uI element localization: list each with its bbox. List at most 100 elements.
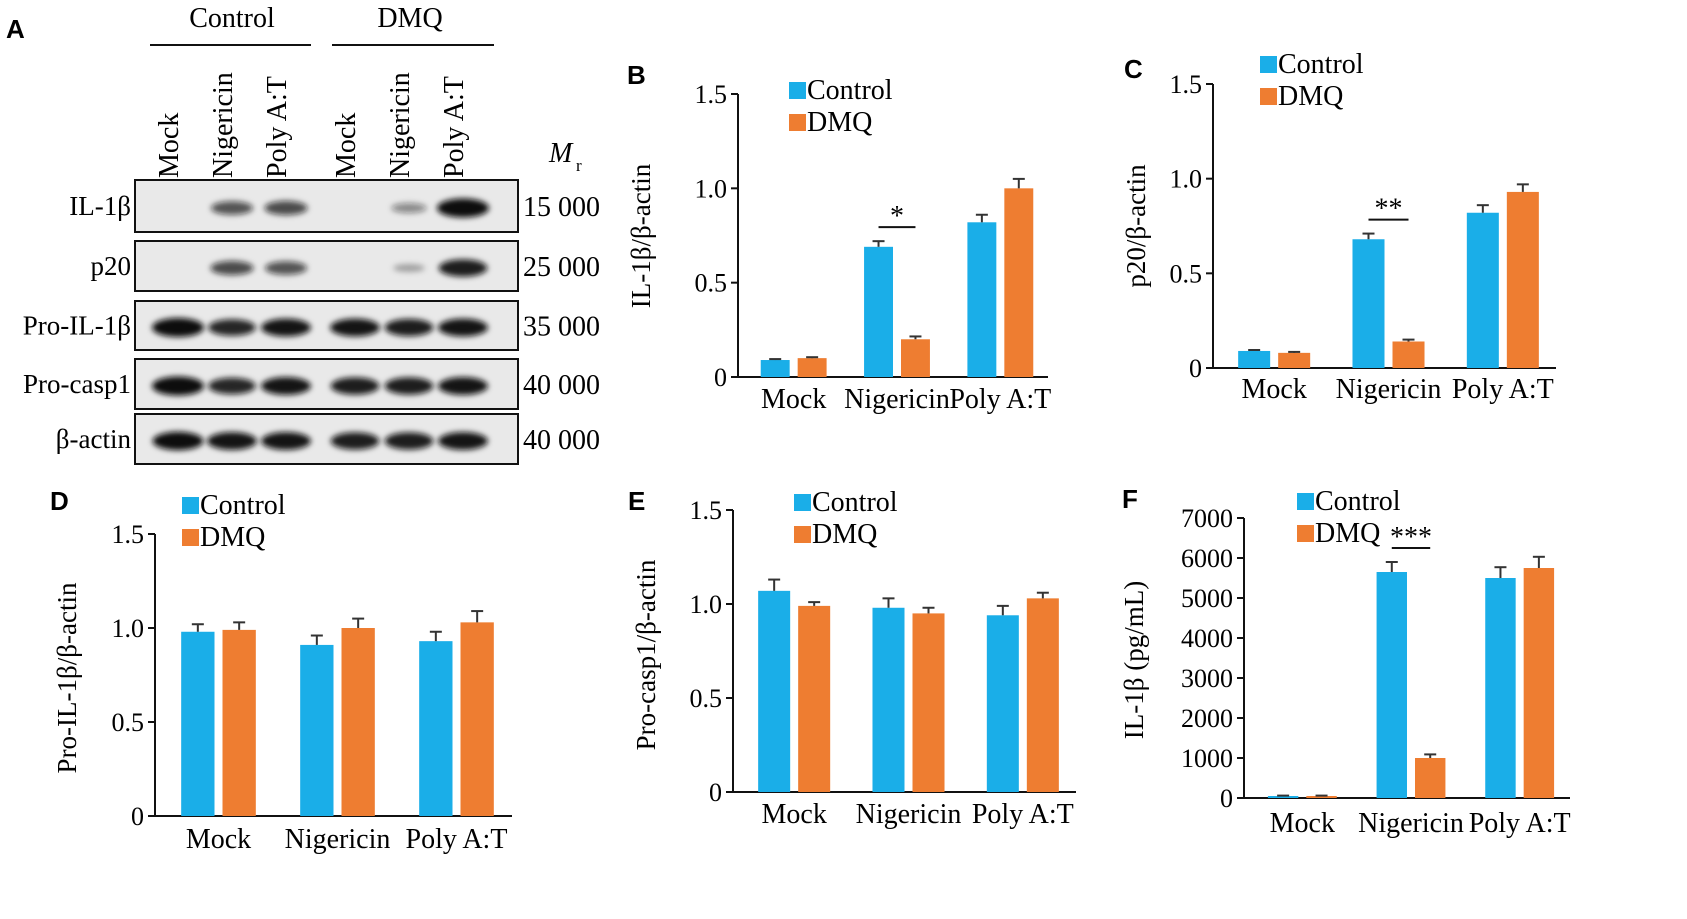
bar [872,607,905,792]
x-category-label: Nigericin [1358,808,1464,839]
blot-band [393,264,425,272]
blot-band [330,432,380,450]
blot-band [207,432,257,450]
blot-row-label: IL-1β [69,191,131,221]
legend-swatch [1260,56,1277,73]
y-tick-label: 0.5 [695,269,728,298]
bar [181,631,215,816]
x-category-label: Poly A:T [1469,808,1571,839]
bar [1485,578,1516,798]
blot-band [208,319,256,336]
bar [1352,239,1385,368]
blot-band [264,261,308,275]
legend-label: DMQ [200,522,265,553]
bar [419,641,453,816]
bar [1306,796,1337,798]
y-tick-label: 2000 [1181,704,1233,733]
lane-label: Mock [331,113,362,178]
blot-band [391,203,427,213]
blot-row-label: Pro-IL-1β [23,311,131,341]
mr-label-subscript: r [576,156,582,175]
bar [967,222,997,377]
significance-marker: * [890,201,904,232]
y-tick-label: 6000 [1181,544,1233,573]
legend-label: Control [812,487,898,518]
blot-band [261,432,311,450]
blot-row-label: p20 [91,251,132,281]
panel-label: B [627,60,646,90]
blot-band [438,432,488,450]
legend-swatch [182,497,199,514]
legend-swatch [1260,88,1277,105]
y-tick-label: 0 [709,778,722,807]
chart-f: F 0 1000 2000 3000 4000 5000 6000 7000 IL-1β (pg/… [1119,484,1571,839]
x-category-label: Mock [1242,374,1307,405]
legend-swatch [1297,493,1314,510]
y-tick-label: 1000 [1181,744,1233,773]
y-tick-label: 1.0 [112,614,145,643]
legend-swatch [1297,525,1314,542]
bar [901,339,930,377]
y-tick-label: 1.0 [1170,165,1203,194]
y-tick-label: 0 [1189,354,1202,383]
bar [798,605,831,792]
panel-label: D [50,486,69,516]
y-axis-label: IL-1β/β-actin [626,163,656,308]
chart-b: B 0 0.5 1.0 1.5 IL-1β/β-actin Mock Nigericin Pol… [626,60,1051,415]
group-label: Control [189,3,275,34]
blot-band [152,318,204,337]
y-tick-label: 1.5 [1170,70,1203,99]
chart-e: E 0 0.5 1.0 1.5 Pro-casp1/β-actin Mock Nigerici… [628,486,1076,830]
blot-band [384,318,434,337]
bar [986,615,1019,792]
x-category-label: Nigericin [285,824,391,855]
x-category-label: Nigericin [856,799,962,830]
y-tick-label: 0 [1220,784,1233,813]
y-tick-label: 3000 [1181,664,1233,693]
y-tick-label: 1.5 [695,80,728,109]
x-category-label: Mock [1270,808,1335,839]
x-category-label: Nigericin [844,384,950,415]
x-category-label: Poly A:T [949,384,1051,415]
lane-label: Poly A:T [262,76,293,178]
blot-mw-label: 40 000 [523,425,600,456]
y-tick-label: 1.5 [112,520,145,549]
y-tick-label: 1.0 [695,174,728,203]
bar [760,360,790,377]
blot-mw-label: 25 000 [523,252,600,283]
significance-marker: ** [1375,194,1403,225]
legend-label: DMQ [807,107,872,138]
blot-band [437,198,489,218]
x-category-label: Mock [186,824,251,855]
blot-band [384,432,434,450]
blot-band [152,431,204,451]
blot-band [210,260,254,276]
bar [222,629,256,816]
blot-row-label: β-actin [56,424,132,454]
bar [1392,341,1425,368]
blot-row-label: Pro-casp1 [23,369,131,399]
blot-band [330,318,380,337]
x-category-label: Mock [761,384,826,415]
blot-band [330,377,380,395]
blot-band [264,200,308,216]
blot-mw-label: 40 000 [523,370,600,401]
bar [341,628,375,816]
lane-label: Nigericin [385,72,416,178]
bar [912,613,945,792]
blot-band [384,377,434,395]
x-category-label: Poly A:T [972,799,1074,830]
legend-label: Control [1278,49,1364,80]
legend-swatch [789,114,806,131]
blot-band [210,201,254,215]
y-tick-label: 7000 [1181,504,1233,533]
legend-label: Control [200,490,286,521]
y-tick-label: 0.5 [112,708,145,737]
x-category-label: Mock [762,799,827,830]
panel-label: C [1124,54,1143,84]
bar [1466,212,1499,368]
bar [1523,568,1555,798]
western-blot-panel: A Control DMQ Mock Nigericin Poly A:T Mock Nige… [6,3,600,465]
bar [1267,796,1299,798]
